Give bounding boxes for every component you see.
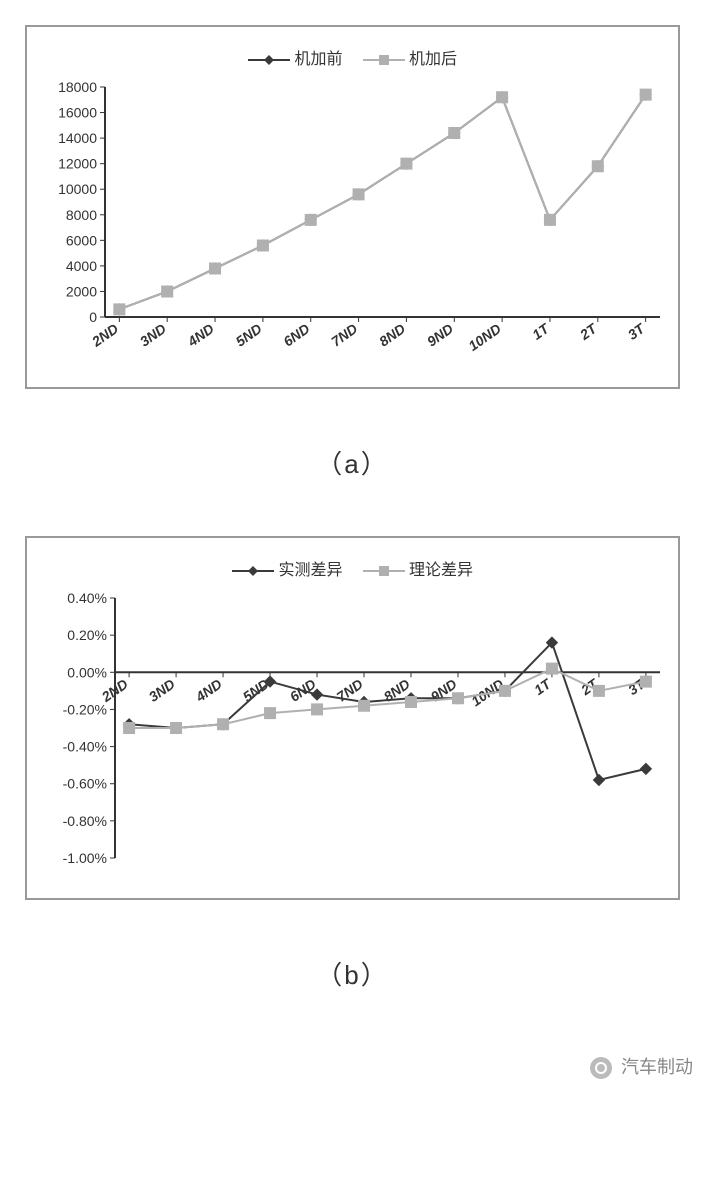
chart-b-plot: 0.40% 0.20% 0.00% -0.20% -0.40% -0.60% -0.80% -… bbox=[35, 588, 675, 888]
svg-text:-1.00%: -1.00% bbox=[63, 850, 107, 866]
caption-a: （a） bbox=[0, 444, 705, 481]
chart-a-legend: 机加前 机加后 bbox=[27, 27, 678, 75]
legend-item: 机加前 bbox=[248, 45, 342, 69]
svg-text:0.20%: 0.20% bbox=[67, 627, 107, 643]
svg-text:3ND: 3ND bbox=[137, 320, 169, 349]
svg-text:-0.80%: -0.80% bbox=[63, 813, 107, 829]
svg-text:4ND: 4ND bbox=[192, 676, 225, 706]
chart-a-plot: 0 2000 4000 6000 8000 10000 12000 14000 16000 180… bbox=[35, 77, 675, 377]
svg-text:9ND: 9ND bbox=[424, 320, 456, 349]
svg-text:6000: 6000 bbox=[66, 232, 97, 248]
svg-text:0: 0 bbox=[89, 309, 97, 325]
footer-label: 汽车制动 bbox=[590, 1053, 693, 1079]
chart-b-legend: 实测差异 理论差异 bbox=[27, 538, 678, 586]
footer: 汽车制动 bbox=[0, 1047, 705, 1087]
svg-text:8000: 8000 bbox=[66, 207, 97, 223]
legend-item: 理论差异 bbox=[363, 556, 473, 580]
svg-text:16000: 16000 bbox=[58, 105, 97, 121]
chart-a-box: 机加前 机加后 0 2000 4000 6000 8000 10000 12000 14000… bbox=[25, 25, 680, 389]
svg-text:-0.40%: -0.40% bbox=[63, 739, 107, 755]
svg-text:4000: 4000 bbox=[66, 258, 97, 274]
svg-text:18000: 18000 bbox=[58, 79, 97, 95]
svg-text:10000: 10000 bbox=[58, 181, 97, 197]
svg-text:-0.20%: -0.20% bbox=[63, 701, 107, 717]
svg-text:1T: 1T bbox=[531, 675, 555, 698]
svg-text:8ND: 8ND bbox=[376, 320, 408, 349]
svg-text:14000: 14000 bbox=[58, 130, 97, 146]
svg-text:2000: 2000 bbox=[66, 283, 97, 299]
svg-text:2T: 2T bbox=[576, 320, 601, 344]
svg-text:3T: 3T bbox=[625, 320, 649, 343]
svg-text:4ND: 4ND bbox=[184, 320, 217, 350]
legend-item: 机加后 bbox=[363, 45, 457, 69]
svg-text:5ND: 5ND bbox=[232, 320, 264, 349]
footer-text: 汽车制动 bbox=[621, 1057, 693, 1077]
svg-text:10ND: 10ND bbox=[465, 320, 504, 354]
legend-item: 实测差异 bbox=[232, 556, 342, 580]
svg-text:3ND: 3ND bbox=[146, 676, 178, 705]
svg-text:1T: 1T bbox=[529, 320, 553, 343]
svg-text:-0.60%: -0.60% bbox=[63, 776, 107, 792]
chart-b-box: 实测差异 理论差异 0.40% 0.20% 0.00% -0.20% -0.40% -0.… bbox=[25, 536, 680, 900]
svg-text:0.40%: 0.40% bbox=[67, 590, 107, 606]
caption-b: （b） bbox=[0, 955, 705, 992]
wechat-icon bbox=[590, 1057, 612, 1079]
svg-text:0.00%: 0.00% bbox=[67, 664, 107, 680]
svg-text:7ND: 7ND bbox=[328, 320, 360, 349]
svg-text:12000: 12000 bbox=[58, 156, 97, 172]
svg-text:6ND: 6ND bbox=[280, 320, 312, 349]
